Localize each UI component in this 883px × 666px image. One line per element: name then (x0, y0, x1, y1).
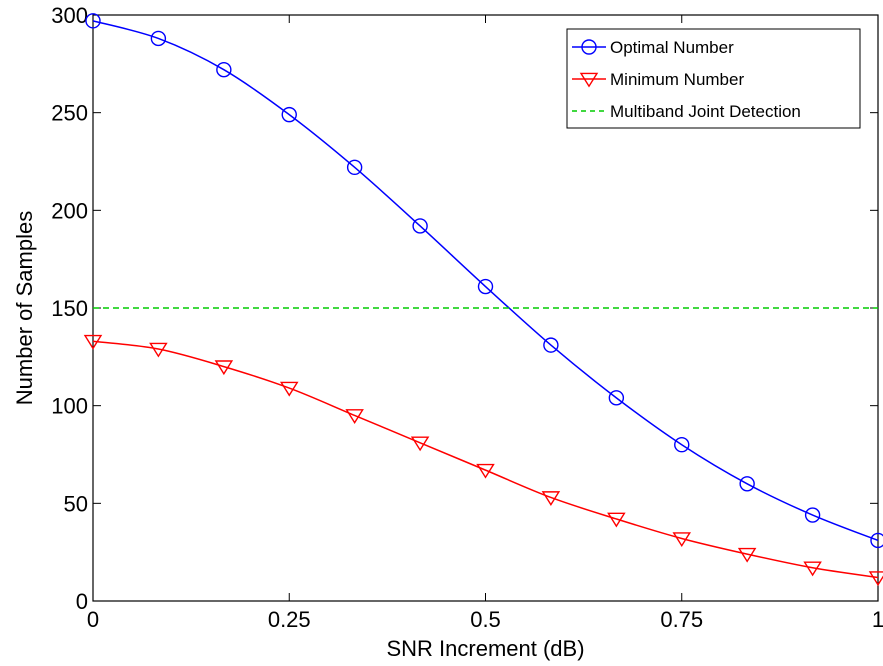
y-tick-label: 50 (64, 491, 88, 516)
legend-label-minimum-number: Minimum Number (610, 70, 744, 89)
legend-label-multiband-joint-detection: Multiband Joint Detection (610, 102, 801, 121)
series-minimum-number (83, 334, 883, 587)
data-point-minimum-number (279, 381, 299, 397)
x-tick-label: 1 (872, 607, 883, 632)
x-axis-label: SNR Increment (dB) (386, 636, 584, 661)
legend-marker-optimal-number (581, 39, 597, 55)
data-point-optimal-number (150, 30, 167, 47)
y-tick-label: 200 (51, 198, 88, 223)
data-point-minimum-number (803, 561, 822, 577)
data-point-minimum-number (737, 547, 757, 563)
data-point-optimal-number (85, 13, 101, 29)
y-axis-label: Number of Samples (12, 211, 37, 405)
series-layer (83, 13, 883, 587)
data-point-minimum-number (476, 463, 495, 479)
data-point-optimal-number (412, 218, 428, 234)
data-point-optimal-number (804, 507, 821, 523)
y-tick-label: 150 (51, 296, 88, 321)
data-point-minimum-number (672, 532, 692, 548)
y-tick-label: 300 (51, 3, 88, 28)
series-line-optimal-number (92, 20, 879, 542)
y-tick-label: 250 (51, 101, 88, 126)
data-point-minimum-number (345, 409, 364, 424)
legend-box (566, 28, 861, 129)
series-optimal-number (85, 13, 883, 549)
x-tick-label: 0.25 (268, 607, 311, 632)
x-tick-label: 0 (87, 607, 99, 632)
y-tick-label: 0 (76, 589, 88, 614)
data-point-optimal-number (739, 476, 755, 492)
data-point-minimum-number (607, 512, 626, 528)
legend-marker-minimum-number (579, 72, 599, 88)
data-point-optimal-number (281, 106, 297, 123)
legend: Optimal Number Minimum Number Multiband Jo… (566, 28, 861, 129)
data-point-minimum-number (410, 436, 430, 452)
legend-label-optimal-number: Optimal Number (610, 38, 734, 57)
data-point-optimal-number (477, 278, 494, 295)
data-point-optimal-number (543, 337, 559, 353)
x-tick-label: 0.75 (660, 607, 703, 632)
data-point-minimum-number (868, 571, 883, 587)
data-point-minimum-number (149, 342, 168, 358)
data-point-optimal-number (608, 390, 625, 406)
data-point-minimum-number (214, 360, 234, 376)
x-tick-label: 0.5 (470, 607, 501, 632)
data-point-optimal-number (346, 159, 363, 176)
y-tick-label: 100 (51, 394, 88, 419)
series-line-minimum-number (92, 340, 879, 579)
data-point-optimal-number (216, 61, 232, 78)
data-point-optimal-number (870, 532, 883, 549)
data-point-minimum-number (541, 491, 561, 506)
ticks: 0 0.25 0.5 0.75 1 0 50 100 150 200 250 300 (51, 3, 883, 632)
data-point-minimum-number (83, 334, 103, 350)
data-point-optimal-number (674, 437, 690, 453)
